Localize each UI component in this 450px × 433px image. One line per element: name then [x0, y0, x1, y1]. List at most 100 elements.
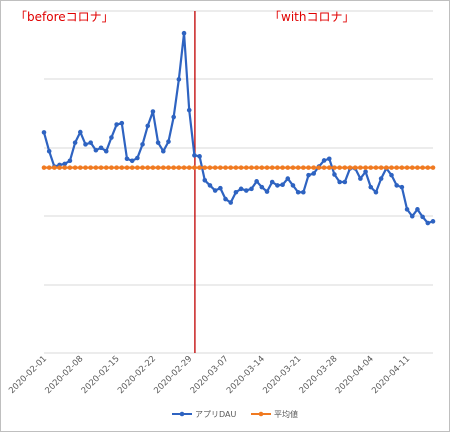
- data-point: [425, 165, 431, 170]
- data-point: [83, 142, 88, 147]
- data-point: [373, 165, 379, 170]
- data-point: [368, 165, 374, 170]
- data-point: [41, 130, 47, 135]
- data-point: [46, 165, 52, 170]
- data-point: [202, 177, 208, 183]
- data-point: [259, 184, 265, 190]
- annotation-with: 「withコロナ」: [269, 10, 354, 24]
- data-point: [316, 165, 322, 170]
- data-point: [342, 165, 348, 170]
- data-point: [378, 176, 384, 181]
- data-point: [186, 107, 192, 113]
- data-point: [389, 165, 394, 170]
- data-point: [264, 189, 270, 194]
- data-point: [332, 165, 337, 170]
- data-point: [363, 169, 368, 175]
- data-point: [140, 142, 145, 147]
- data-point: [197, 165, 202, 170]
- data-point: [301, 189, 306, 195]
- data-point: [160, 165, 166, 170]
- data-point: [218, 185, 223, 191]
- data-point: [52, 165, 57, 170]
- data-point: [259, 165, 265, 170]
- data-point: [342, 179, 348, 185]
- data-point: [103, 165, 109, 170]
- data-point: [394, 165, 399, 170]
- data-point: [425, 220, 431, 226]
- data-point: [41, 165, 47, 170]
- data-point: [192, 153, 197, 158]
- data-point: [150, 165, 156, 170]
- data-point: [171, 165, 176, 170]
- data-point: [124, 156, 130, 162]
- data-point: [114, 122, 119, 127]
- data-point: [160, 148, 166, 154]
- annotations: 「beforeコロナ」 「withコロナ」: [15, 10, 354, 24]
- data-point: [420, 165, 425, 170]
- data-point: [57, 165, 62, 170]
- data-point: [155, 165, 161, 170]
- gridlines: [44, 10, 433, 354]
- data-point: [166, 139, 171, 144]
- data-point: [295, 189, 301, 195]
- data-point: [93, 165, 99, 170]
- series-average: [41, 165, 436, 170]
- data-point: [332, 172, 337, 177]
- data-point: [88, 165, 93, 170]
- legend-label: アプリDAU: [195, 410, 236, 419]
- data-point: [62, 165, 68, 170]
- data-point: [311, 165, 317, 170]
- data-point: [223, 196, 228, 202]
- data-point: [83, 165, 88, 170]
- data-point: [103, 148, 109, 154]
- data-point: [218, 165, 223, 170]
- data-point: [280, 182, 285, 188]
- x-axis: 2020-02-012020-02-082020-02-152020-02-22…: [7, 354, 412, 396]
- data-point: [254, 165, 259, 170]
- data-point: [129, 165, 135, 170]
- data-point: [404, 207, 410, 212]
- data-point: [378, 165, 384, 170]
- annotation-before: 「beforeコロナ」: [15, 10, 114, 24]
- data-point: [275, 165, 280, 170]
- data-point: [394, 183, 399, 188]
- data-point: [223, 165, 228, 170]
- data-point: [243, 165, 249, 170]
- data-point: [186, 165, 192, 170]
- legend-item: アプリDAU: [172, 410, 236, 419]
- data-point: [264, 165, 270, 170]
- data-point: [321, 158, 327, 163]
- data-point: [145, 165, 151, 170]
- data-point: [399, 184, 405, 190]
- data-point: [326, 156, 332, 162]
- data-point: [420, 214, 425, 220]
- data-point: [358, 165, 363, 170]
- data-point: [93, 147, 99, 153]
- data-point: [228, 200, 234, 205]
- data-point: [337, 179, 342, 185]
- data-point: [155, 140, 161, 145]
- data-point: [363, 165, 368, 170]
- data-point: [212, 188, 218, 193]
- data-point: [207, 165, 213, 170]
- data-point: [290, 165, 296, 170]
- data-point: [285, 165, 291, 170]
- data-point: [269, 165, 275, 170]
- data-point: [347, 165, 353, 170]
- legend-item: 平均値: [251, 409, 298, 419]
- data-point: [78, 165, 83, 170]
- data-point: [238, 186, 244, 192]
- data-point: [176, 165, 182, 170]
- data-point: [78, 129, 83, 135]
- legend-marker: [258, 411, 264, 417]
- data-point: [109, 135, 114, 140]
- data-point: [290, 183, 296, 188]
- data-point: [430, 165, 436, 170]
- data-point: [166, 165, 171, 170]
- legend-marker: [179, 411, 185, 417]
- data-point: [249, 186, 254, 192]
- data-point: [409, 165, 415, 170]
- data-point: [415, 207, 420, 212]
- data-point: [337, 165, 342, 170]
